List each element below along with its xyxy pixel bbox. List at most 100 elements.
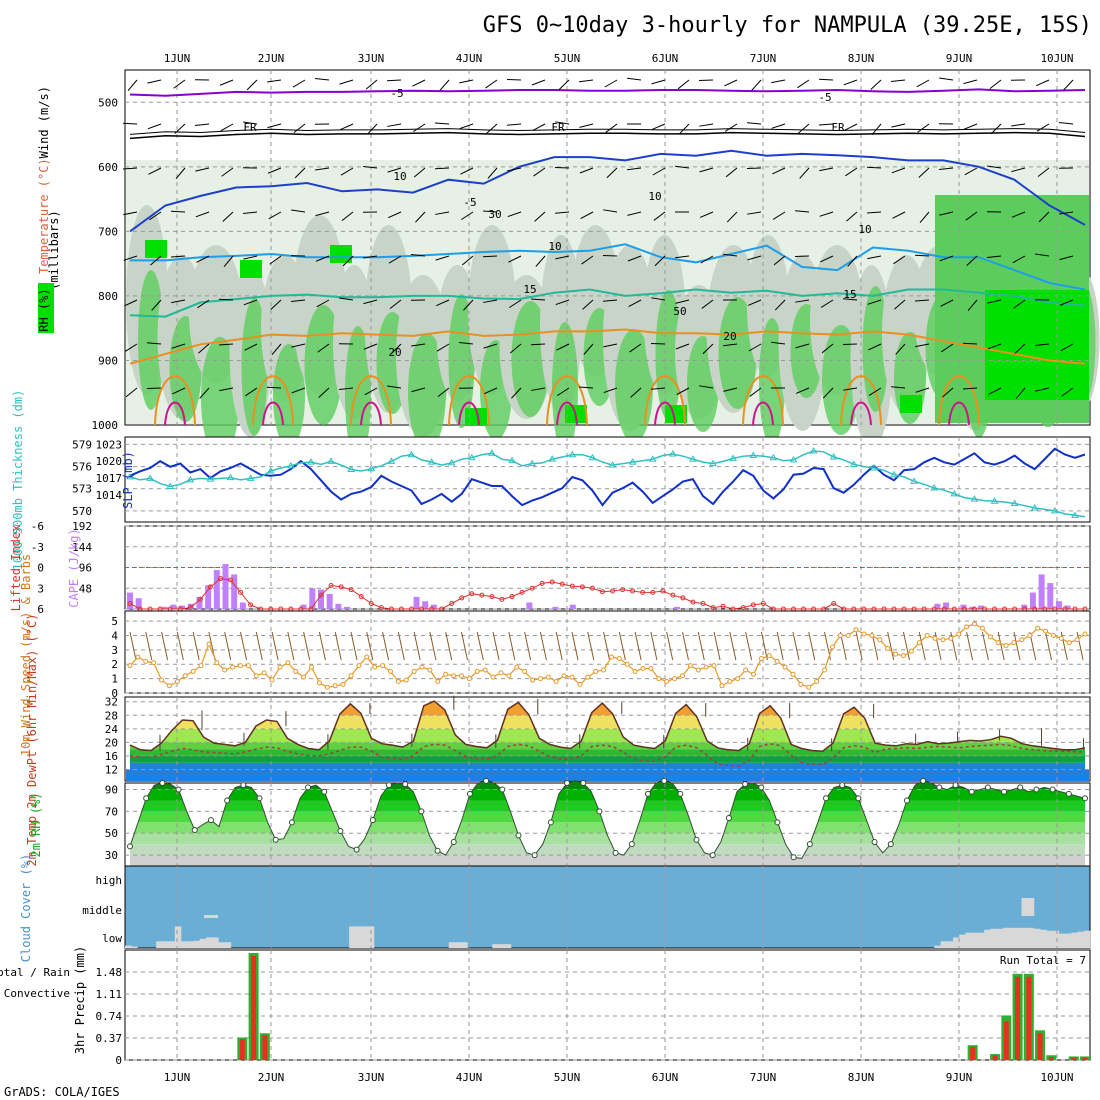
thickness-ytick-570: 570 xyxy=(72,505,92,518)
thickness-ylabel: 1000~500mb Thickness (dm) xyxy=(11,390,25,571)
contour-label-FR: FR xyxy=(831,121,845,134)
thickness-panel-frame xyxy=(124,436,1091,523)
contour-label--5: -5 xyxy=(390,87,403,100)
wind10-point xyxy=(735,676,741,682)
rh2m-point xyxy=(758,784,765,791)
cloud-low-bar xyxy=(1071,932,1078,948)
upper-wind-barb xyxy=(941,343,954,353)
cloud-low-bar xyxy=(367,926,375,948)
upper-wind-barb xyxy=(243,121,258,125)
upper-wind-barb xyxy=(963,123,978,130)
rh2m-point xyxy=(483,777,490,784)
wind10-point xyxy=(1019,637,1025,643)
wind10-point xyxy=(482,667,488,673)
upper-wind-barb xyxy=(818,78,834,81)
upper-wind-barb xyxy=(967,299,978,312)
upper-wind-barb xyxy=(1015,387,1026,400)
upper-wind-barb xyxy=(966,255,978,266)
wind10-barb xyxy=(240,631,247,661)
thickness-point xyxy=(1030,503,1039,511)
thickness-point xyxy=(1050,506,1059,514)
rh2m-point xyxy=(952,782,959,789)
slp-ytick-1020: 1020 xyxy=(96,455,123,468)
upper-wind-barb xyxy=(198,343,210,354)
upper-wind-barb xyxy=(482,210,498,213)
wind10-barb xyxy=(492,631,500,661)
cloud-low-bar xyxy=(1083,930,1091,948)
precip-ytick-1.48: 1.48 xyxy=(96,966,123,979)
contour-label-FR: FR xyxy=(243,121,257,134)
wind10-point xyxy=(608,654,614,660)
temp-contour-15 xyxy=(129,288,1086,318)
precip-rain-bar xyxy=(1015,976,1021,1060)
upper-wind-barb xyxy=(771,123,786,129)
temp2m-ytick-16: 16 xyxy=(105,750,118,763)
upper-wind-barb xyxy=(583,343,594,355)
thickness-point xyxy=(286,461,295,469)
upper-wind-barb xyxy=(747,255,762,261)
wind10-barb xyxy=(271,631,279,661)
wind10-point xyxy=(1082,631,1088,637)
upper-wind-barb xyxy=(1061,387,1074,397)
cloud-low-bar xyxy=(193,940,201,948)
upper-wind-barb xyxy=(1063,79,1074,91)
wind10-barb xyxy=(760,631,768,661)
cape-bar xyxy=(187,603,194,609)
upper-wind-barb xyxy=(772,167,786,175)
cape-bar xyxy=(413,596,420,609)
day-label-top-2JUN: 2JUN xyxy=(258,52,285,65)
temp2m-ytick-32: 32 xyxy=(105,696,118,709)
rh2m-point xyxy=(402,781,409,788)
cape-bar xyxy=(231,574,238,609)
precip-rain-bar xyxy=(1082,1057,1088,1060)
cloud-low-bar xyxy=(1021,927,1029,948)
wind10-point xyxy=(624,661,630,667)
cloud-low-bar xyxy=(355,926,362,948)
wind10-point xyxy=(1074,637,1080,643)
cape-ytick-144: 144 xyxy=(72,541,92,554)
wind10-barb xyxy=(792,631,800,661)
thickness-point xyxy=(146,474,154,481)
upper-wind-barb xyxy=(218,343,234,346)
upper-wind-barb xyxy=(723,253,738,257)
temp-contour-loop-25 xyxy=(742,375,784,426)
upper-wind-barb xyxy=(340,123,354,131)
upper-wind-barb xyxy=(605,123,618,133)
wind10-barb xyxy=(397,631,405,661)
cloud-low-bar xyxy=(224,942,232,948)
precip-rain-bar xyxy=(970,1046,976,1060)
wind10-barb xyxy=(145,631,153,661)
wind10-point xyxy=(403,677,409,683)
li-point xyxy=(630,588,636,594)
upper-wind-barb xyxy=(675,343,690,350)
upper-wind-barb xyxy=(170,255,186,258)
rh-shade-cell xyxy=(330,245,352,263)
upper-wind-barb xyxy=(243,255,258,260)
wind10-point xyxy=(190,668,196,674)
cape-bar xyxy=(335,603,342,609)
upper-wind-barb xyxy=(269,255,282,265)
upper-wind-barb xyxy=(268,211,282,220)
wind10-point xyxy=(790,671,796,677)
thickness-point xyxy=(648,455,657,462)
wind10-point xyxy=(301,674,307,680)
upper-wind-barb xyxy=(651,297,666,301)
upper-wind-barb xyxy=(962,387,978,390)
temp-contour-20 xyxy=(129,328,1086,365)
precip-total-label: Total / Rain xyxy=(0,966,70,979)
wind10-barb xyxy=(1045,631,1053,661)
temp-contour-FR xyxy=(129,131,1086,140)
upper-wind-barb xyxy=(579,167,594,174)
rh2m-point xyxy=(790,854,797,861)
upper-wind-barb xyxy=(171,299,186,304)
cloud-low-bar xyxy=(1040,929,1047,948)
wind10-point xyxy=(253,673,259,679)
cloud-low-bar xyxy=(1052,930,1060,948)
rh2m-point xyxy=(612,849,619,856)
cape-bar xyxy=(318,589,324,609)
upper-wind-barb xyxy=(535,255,546,267)
cloud-ytick-high: high xyxy=(96,874,123,887)
temp-contour-loop-30 xyxy=(752,401,774,426)
upper-wind-barb xyxy=(939,167,954,170)
